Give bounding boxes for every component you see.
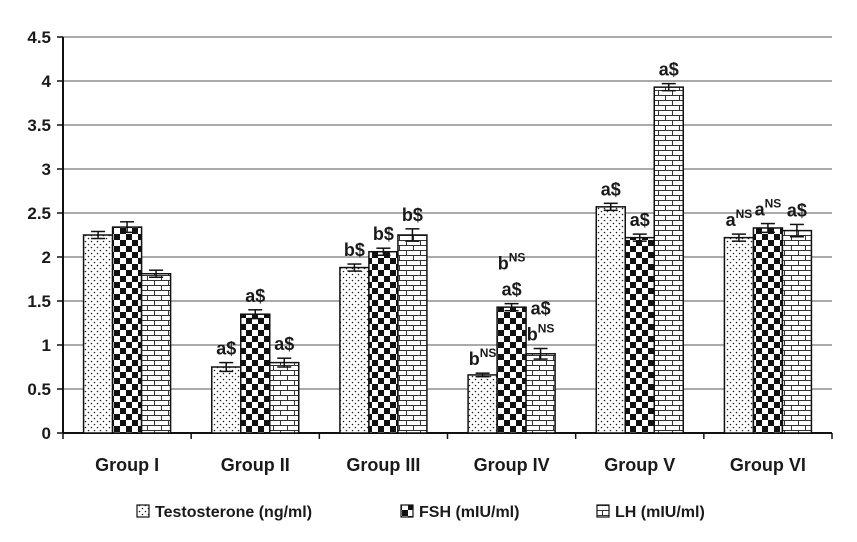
legend: Testosterone (ng/ml) FSH (mIU/ml) LH (mIU/… — [136, 504, 705, 521]
significance-label: aNS — [726, 207, 753, 230]
legend-swatch — [400, 504, 414, 518]
x-category-label: Group VI — [730, 455, 806, 475]
bar-dots — [82, 234, 114, 434]
significance-label: a$ — [216, 339, 236, 359]
y-tick-label: 0 — [42, 424, 51, 443]
bar-brick — [653, 86, 684, 434]
legend-entry-label: FSH (mIU/ml) — [419, 504, 519, 521]
y-tick-label: 2 — [42, 248, 51, 267]
y-tick-label: 1 — [42, 336, 51, 355]
bar-checker — [624, 236, 655, 434]
significance-label: a$ — [630, 210, 650, 230]
significance-label: a$ — [502, 280, 522, 300]
gridlines — [63, 36, 832, 390]
x-category-label: Group III — [346, 455, 420, 475]
bar-dots — [595, 206, 626, 434]
y-tick-label: 4.5 — [27, 28, 51, 47]
significance-label: a$ — [787, 200, 807, 220]
bar-dots — [339, 266, 370, 434]
significance-label: bNS — [469, 346, 497, 369]
significance-label: b$ — [373, 224, 394, 244]
bar-dots — [467, 374, 498, 434]
significance-label: a$ — [601, 179, 621, 199]
axes: 0 0.5 1 1.5 2 2.5 3 3.5 4 4.5 Group I Group II Group… — [27, 28, 833, 475]
significance-label: aNS — [755, 197, 782, 220]
significance-label: bNS — [498, 251, 526, 274]
bar-checker — [752, 227, 784, 434]
x-category-label: Group V — [604, 455, 675, 475]
x-category-label: Group IV — [474, 455, 550, 475]
x-category-label: Group I — [95, 455, 159, 475]
y-tick-label: 3.5 — [27, 116, 51, 135]
y-tick-label: 0.5 — [27, 380, 51, 399]
legend-swatch — [136, 504, 150, 518]
significance-label: a$ — [274, 334, 294, 354]
bar-brick — [140, 272, 172, 434]
bar-checker — [111, 226, 143, 434]
bar-checker — [496, 306, 527, 434]
bar-checker — [240, 313, 271, 434]
significance-label: a$ — [659, 60, 679, 80]
legend-entry-label: Testosterone (ng/ml) — [155, 504, 312, 521]
y-tick-label: 3 — [42, 160, 51, 179]
legend-entry-label: LH (mIU/ml) — [615, 504, 705, 521]
x-category-label: Group II — [221, 455, 290, 475]
significance-label: a$ — [245, 286, 265, 306]
legend-swatch — [596, 504, 610, 518]
bars — [82, 86, 813, 434]
bar-brick — [269, 361, 300, 434]
bar-dots — [723, 236, 755, 434]
y-tick-label: 4 — [42, 72, 52, 91]
significance-label: b$ — [344, 240, 365, 260]
error-bars — [91, 82, 804, 378]
bar-brick — [781, 229, 813, 434]
y-tick-label: 2.5 — [27, 204, 51, 223]
bar-brick — [525, 353, 556, 434]
bar-dots — [211, 366, 242, 434]
significance-label: a$ — [531, 299, 551, 319]
y-tick-label: 1.5 — [27, 292, 51, 311]
bar-checker — [368, 250, 399, 434]
significance-label: b$ — [402, 205, 423, 225]
bar-brick — [397, 234, 428, 434]
significance-label: bNS — [527, 322, 555, 345]
